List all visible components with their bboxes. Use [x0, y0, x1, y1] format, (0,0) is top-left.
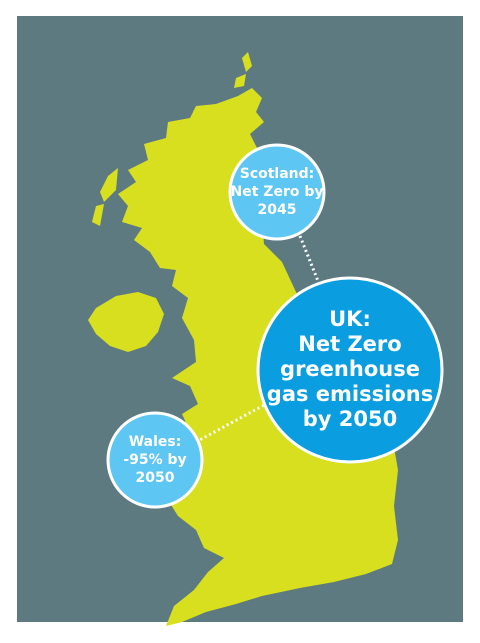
- callout-text: greenhouse: [280, 357, 420, 381]
- callout-text: Net Zero: [298, 332, 401, 356]
- callout-text: -95% by: [123, 452, 186, 468]
- hebrides: [92, 168, 118, 226]
- callout-text: 2050: [136, 470, 175, 486]
- shetland-orkney: [234, 52, 252, 88]
- callout-bubble: [106, 411, 204, 509]
- connector-line: [195, 402, 267, 444]
- callouts: Scotland: Net Zero by 2045 UK:Net Zerogreen…: [106, 143, 444, 509]
- callout-text: UK:: [329, 307, 371, 331]
- callout-bubble: [256, 276, 444, 464]
- callout-bubble: [228, 143, 326, 241]
- connector-line: [298, 235, 322, 287]
- northern-ireland: [88, 292, 164, 352]
- callout-text: 2045: [258, 202, 297, 218]
- callout-text: Net Zero by: [231, 184, 324, 200]
- callout-text: gas emissions: [267, 382, 433, 406]
- callout-text: by 2050: [303, 407, 397, 431]
- callout-text: Scotland:: [240, 166, 315, 182]
- callout-text: Wales:: [129, 434, 182, 450]
